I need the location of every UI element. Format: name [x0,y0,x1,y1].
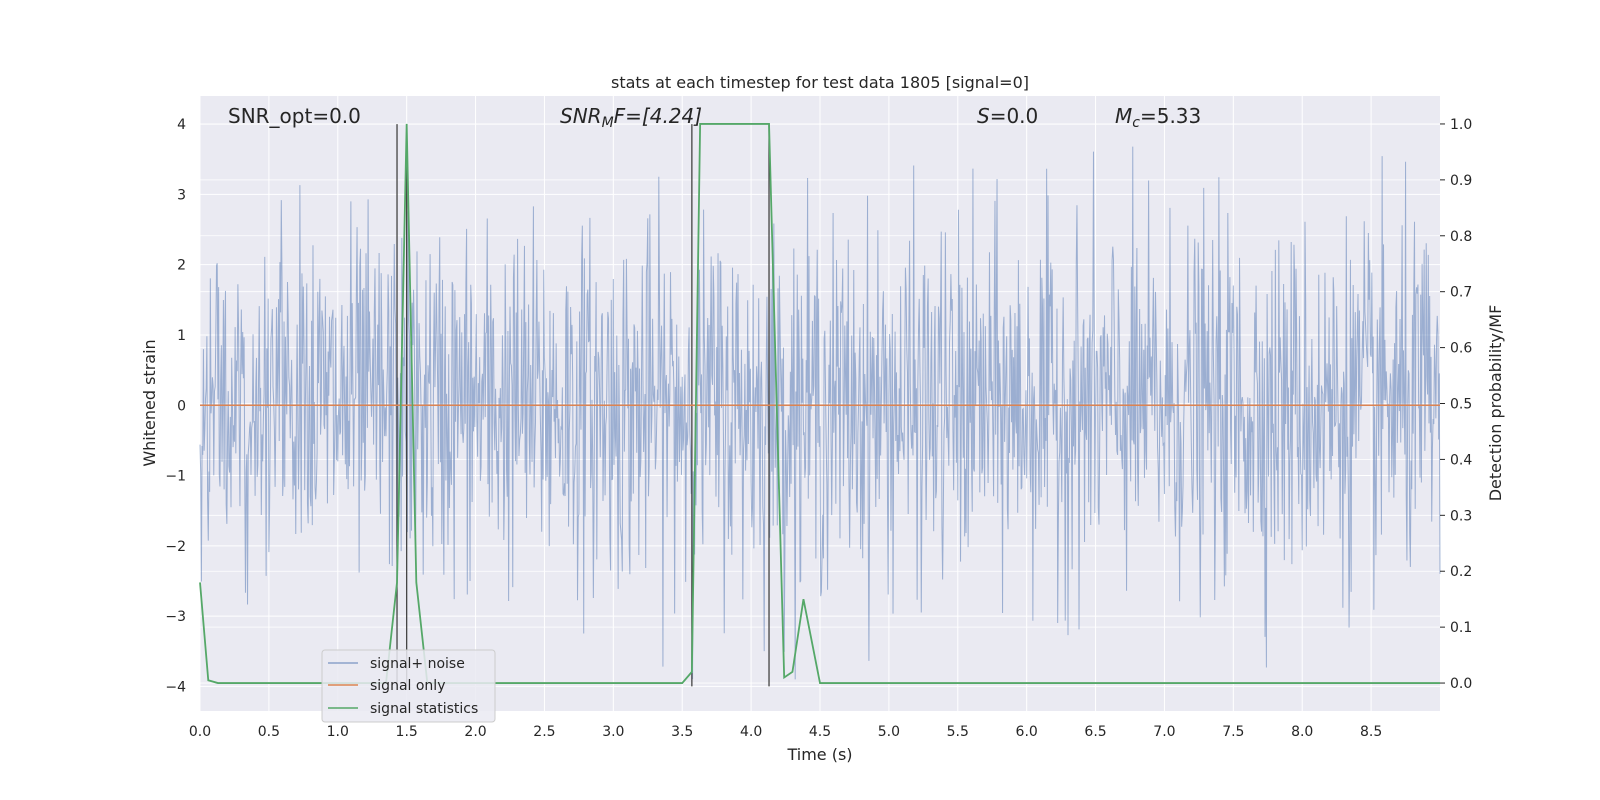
x-tick-label: 7.0 [1153,724,1175,740]
y-tick-label: 3 [177,187,186,203]
y-right-tick-label: 1.0 [1450,117,1472,133]
y-right-tick-label: 0.6 [1450,341,1472,357]
y-tick-label: −3 [165,609,186,625]
annotation-mc-symbol: M [1115,104,1132,128]
y-right-tick-label: 0.1 [1450,620,1472,636]
x-tick-label: 5.5 [947,724,969,740]
x-tick-label: 0.5 [258,724,280,740]
y-tick-label: −4 [165,679,186,695]
x-tick-label: 6.0 [1016,724,1038,740]
x-tick-label: 8.0 [1291,724,1313,740]
x-tick-label: 2.5 [533,724,555,740]
annotation-snr-mf: SNRMF=[4.24] [560,104,702,131]
annotation-mc-value: =5.33 [1140,104,1201,128]
y-right-tick-label: 0.7 [1450,285,1472,301]
x-tick-label: 1.0 [327,724,349,740]
y-tick-label: 2 [177,258,186,274]
annotation-snr-opt: SNR_opt=0.0 [228,104,361,128]
y-right-tick-label: 0.9 [1450,173,1472,189]
y-tick-label: −1 [165,469,186,485]
annotation-s-value: =0.0 [990,104,1039,128]
x-axis-ticks: 0.0 0.5 1.0 1.5 2.0 2.5 3.0 3.5 4.0 4.5 5.0 5.5 6.0 6… [189,724,1382,740]
x-tick-label: 2.0 [464,724,486,740]
grid [199,96,1440,711]
annotation-snr-mf-symbol: SNR [560,104,602,128]
y-tick-label: 4 [177,117,186,133]
x-tick-label: 1.5 [396,724,418,740]
annotation-mc: Mc=5.33 [1115,104,1201,131]
y-axis-right-label: Detection probability/MF [1486,305,1505,502]
annotation-snr-mf-value: F=[4.24] [614,104,702,128]
x-tick-label: 7.5 [1222,724,1244,740]
legend-label-signal-statistics: signal statistics [370,701,478,717]
annotation-s-symbol: S [977,104,990,128]
y-right-tick-label: 0.3 [1450,508,1472,524]
annotation-mc-subscript: c [1132,115,1140,131]
x-tick-label: 3.5 [671,724,693,740]
legend-label-signal-only: signal only [370,678,445,694]
x-tick-label: 6.5 [1084,724,1106,740]
y-axis-right-ticks: 1.0 0.9 0.8 0.7 0.6 0.5 0.4 0.3 0.2 0.1 0.0 [1440,117,1472,692]
y-right-tick-label: 0.5 [1450,397,1472,413]
x-tick-label: 4.5 [809,724,831,740]
legend: signal+ noise signal only signal statist… [321,649,496,723]
y-tick-label: 0 [177,398,186,414]
annotation-s: S=0.0 [977,104,1038,128]
y-right-tick-label: 0.4 [1450,452,1472,468]
x-tick-label: 3.0 [602,724,624,740]
x-tick-label: 8.5 [1360,724,1382,740]
y-axis-ticks: 4 3 2 1 0 −1 −2 −3 −4 [165,117,186,695]
legend-label-signal-noise: signal+ noise [370,656,465,672]
annotation-snr-mf-subscript: M [602,115,614,131]
y-right-tick-label: 0.2 [1450,564,1472,580]
legend-box [321,649,496,723]
y-right-tick-label: 0.8 [1450,229,1472,245]
x-tick-label: 4.0 [740,724,762,740]
chart-title: stats at each timestep for test data 180… [611,73,1029,92]
y-axis-label: Whitened strain [140,339,159,466]
x-tick-label: 0.0 [189,724,211,740]
y-right-tick-label: 0.0 [1450,676,1472,692]
y-tick-label: 1 [177,328,186,344]
y-tick-label: −2 [165,539,186,555]
x-tick-label: 5.0 [878,724,900,740]
x-axis-label: Time (s) [786,745,852,764]
